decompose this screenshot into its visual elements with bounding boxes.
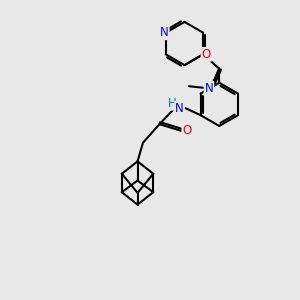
Text: O: O: [182, 124, 192, 137]
Text: H: H: [168, 97, 177, 110]
Text: N: N: [160, 26, 169, 39]
Text: N: N: [205, 82, 213, 95]
Text: N: N: [175, 102, 184, 115]
Text: O: O: [202, 48, 211, 61]
